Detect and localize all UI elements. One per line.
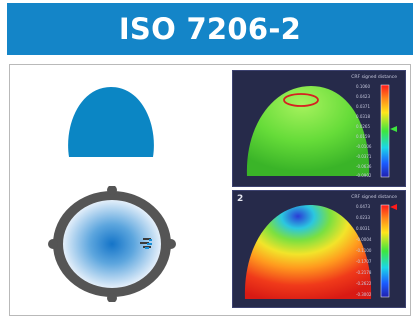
colorbar-title: CRF signed distance	[351, 75, 397, 80]
title-banner: ISO 7206-2	[7, 3, 413, 55]
colorbar-tick: -0.0106	[356, 144, 372, 149]
colorbar-tick: 0.0473	[356, 204, 370, 209]
banner-title: ISO 7206-2	[118, 12, 302, 46]
colorbar-tick: -0.0371	[356, 154, 372, 159]
colorbar-tick: -0.0004	[356, 237, 372, 242]
colorbar-tick: 0.0233	[356, 215, 370, 220]
colorbar-tick: -0.2178	[356, 270, 372, 275]
deviation-plot-top: CRF signed distance 0.1060 0.0423 0.0371…	[232, 70, 406, 187]
colorbar-tick: -0.1100	[356, 248, 372, 253]
colorbar-tick: -0.3002	[356, 292, 372, 297]
colorbar-title: CRF signed distance	[351, 195, 397, 200]
deviation-plot-bottom: 2 CRF signed distance 0.0473 0.0233 0.00…	[232, 190, 406, 308]
colorbar-tick: 0.0265	[356, 124, 370, 129]
panel-number: 2	[237, 194, 244, 204]
colorbar-tick: 0.1060	[356, 84, 370, 89]
colorbar-tick: -0.2622	[356, 281, 372, 286]
colorbar-tick: -0.0902	[356, 173, 372, 178]
colorbar-tick: 0.0423	[356, 94, 370, 99]
colorbar-tick: 0.0031	[356, 226, 370, 231]
hemisphere-cap-icon	[66, 85, 156, 159]
colorbar-tick: 0.0318	[356, 114, 370, 119]
colorbar-tick: -0.1707	[356, 259, 372, 264]
colorbar-tick: 0.0159	[356, 134, 370, 139]
ring-sphere-top-view-icon	[48, 185, 176, 303]
colorbar-tick: -0.0636	[356, 164, 372, 169]
colorbar-tick: 0.0371	[356, 104, 370, 109]
